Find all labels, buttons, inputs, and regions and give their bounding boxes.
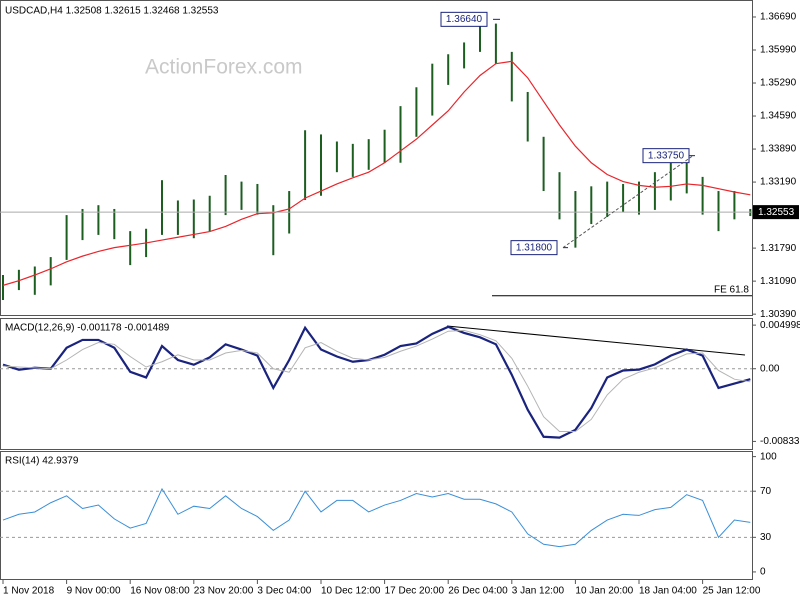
indicator-line xyxy=(2,487,751,548)
y-tick-label: 1.35290 xyxy=(760,78,797,89)
y-tick-label: 30 xyxy=(760,532,772,543)
x-tick-label: 1 Nov 2018 xyxy=(3,586,55,597)
y-tick-label: 1.34590 xyxy=(760,111,797,122)
annotation-box xyxy=(642,148,690,164)
y-tick-label: -0.00833 xyxy=(760,436,800,447)
annotation-box xyxy=(440,11,488,27)
y-tick-label: 1.35990 xyxy=(760,45,797,56)
y-tick-label: 1.30390 xyxy=(760,309,797,320)
last-price-label: 1.32553 xyxy=(758,207,795,218)
price-panel xyxy=(0,0,753,316)
x-tick-label: 17 Dec 20:00 xyxy=(385,586,445,597)
annotation-box xyxy=(510,240,558,256)
last-price-box xyxy=(753,205,799,220)
panel-title: MACD(12,26,9) -0.001178 -0.001489 xyxy=(5,323,170,334)
y-tick-label: 100 xyxy=(760,451,777,462)
y-tick-label: 0.00 xyxy=(760,363,780,374)
annotation-label: 1.36640 xyxy=(446,14,483,25)
x-tick-label: 10 Jan 20:00 xyxy=(575,586,633,597)
x-tick-label: 25 Jan 12:00 xyxy=(703,586,761,597)
divergence-line xyxy=(446,325,746,356)
y-tick-label: 0.004998 xyxy=(760,320,800,331)
y-tick-label: 0 xyxy=(760,567,766,578)
y-tick-label: 1.31790 xyxy=(760,243,797,254)
swing-connector xyxy=(562,155,694,249)
y-tick-label: 70 xyxy=(760,486,772,497)
annotation-label: 1.31800 xyxy=(516,242,553,253)
watermark: ActionForex.com xyxy=(145,56,303,79)
y-tick-label: 1.33190 xyxy=(760,177,797,188)
y-tick-label: 1.33890 xyxy=(760,144,797,155)
y-tick-label: 1.36690 xyxy=(760,12,797,23)
x-tick-label: 9 Nov 00:00 xyxy=(67,586,121,597)
x-tick-label: 18 Jan 04:00 xyxy=(639,586,697,597)
x-tick-label: 23 Nov 20:00 xyxy=(194,586,254,597)
rsi-panel xyxy=(0,451,753,580)
indicator-line xyxy=(2,325,751,439)
macd-panel xyxy=(0,318,753,450)
x-tick-label: 3 Dec 04:00 xyxy=(257,586,311,597)
panel-title: RSI(14) 42.9379 xyxy=(5,456,79,467)
panel-title: USDCAD,H4 1.32508 1.32615 1.32468 1.3255… xyxy=(5,6,219,17)
x-tick-label: 10 Dec 12:00 xyxy=(321,586,381,597)
x-tick-label: 26 Dec 04:00 xyxy=(448,586,508,597)
fe-label: FE 61.8 xyxy=(714,284,749,295)
x-tick-label: 16 Nov 08:00 xyxy=(130,586,190,597)
moving-average xyxy=(2,60,751,286)
indicator-line xyxy=(2,329,751,433)
x-tick-label: 3 Jan 12:00 xyxy=(512,586,565,597)
y-tick-label: 1.31090 xyxy=(760,276,797,287)
annotation-label: 1.33750 xyxy=(648,150,685,161)
